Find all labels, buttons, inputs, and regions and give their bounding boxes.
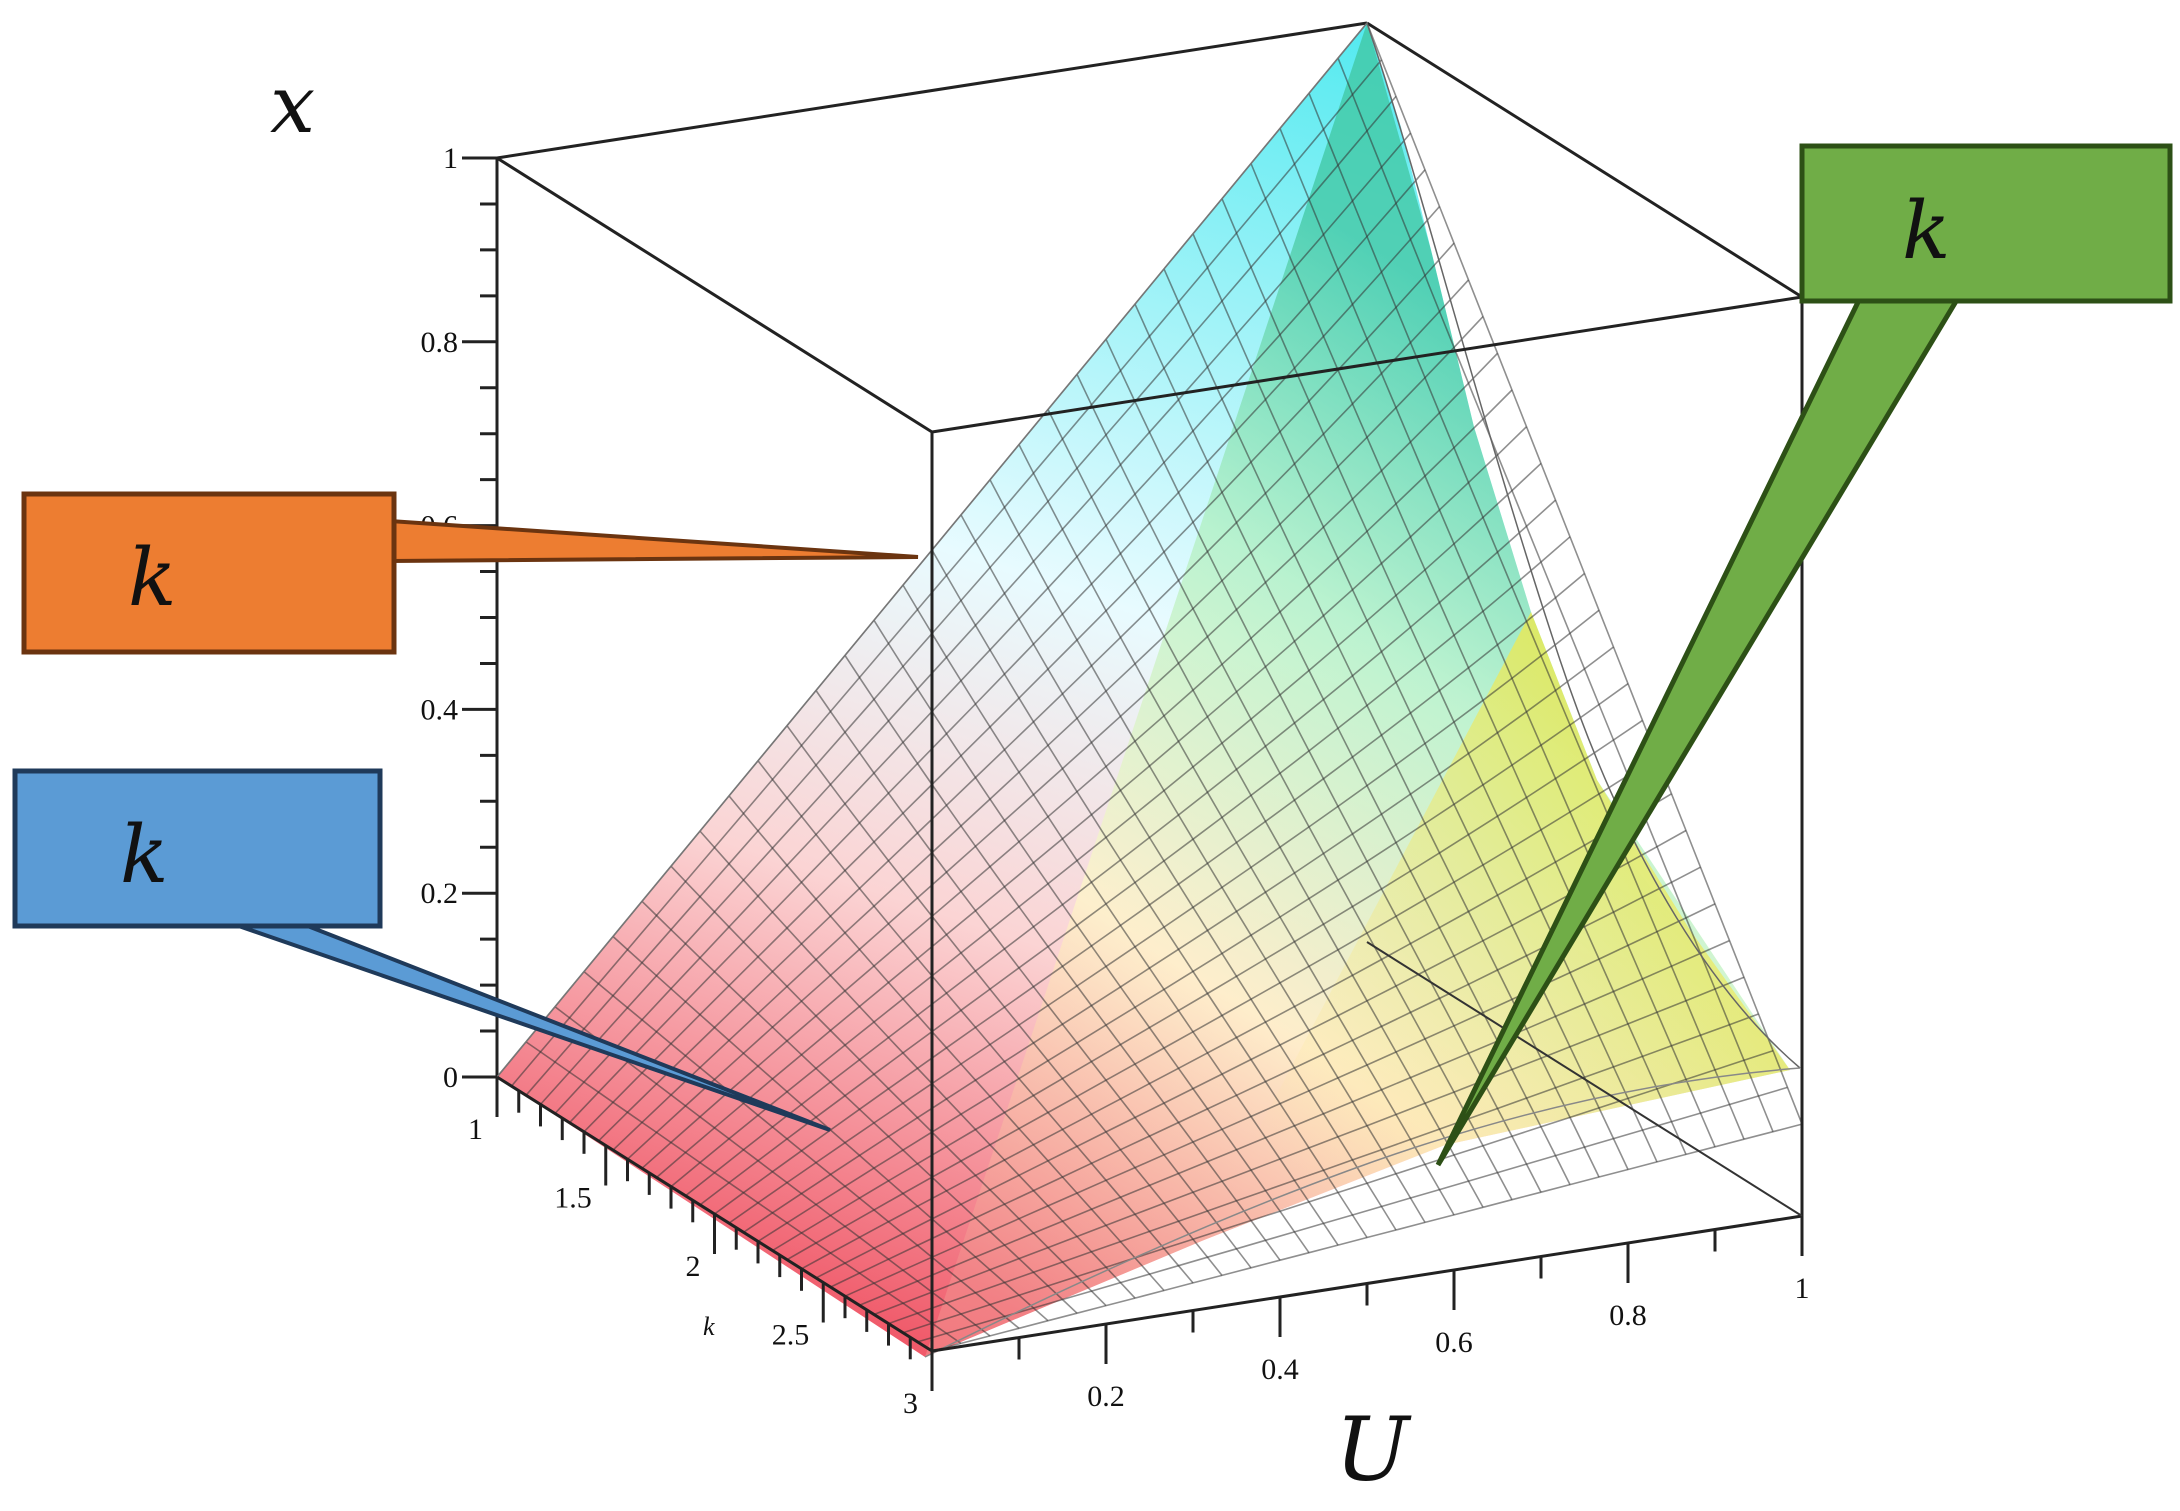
mesh-line-u (1250, 163, 1687, 1155)
mesh-line-u (1308, 93, 1745, 1140)
mesh-line-u (902, 584, 1339, 1246)
mesh-line-u (873, 619, 1310, 1254)
mesh-line-u (931, 549, 1368, 1238)
surface-edge-u1 (1366, 22, 1801, 1069)
k-tick-label: 1.5 (554, 1182, 592, 1215)
callout-orange-box (21, 491, 397, 655)
surface (496, 22, 1803, 1358)
u-tick-label: 0.4 (1261, 1353, 1299, 1386)
mesh-line-u (670, 865, 1107, 1307)
mesh-line-u (641, 900, 1078, 1314)
callout-orange-label: k (128, 531, 176, 624)
surface-edge-k3 (924, 1067, 1801, 1358)
surface-face-yellow (1200, 612, 1790, 1240)
u-axis-label: U (1335, 1398, 1412, 1501)
z-tick-label: 1 (443, 142, 458, 175)
mesh-line-u (699, 830, 1136, 1299)
mesh-line-u (757, 760, 1194, 1284)
mesh-line-u (1076, 373, 1513, 1201)
u-tick-label: 0.2 (1087, 1380, 1125, 1413)
z-tick-label: 0.8 (421, 326, 459, 359)
callout-green-box (1799, 143, 2173, 304)
mesh-line-u (786, 725, 1223, 1276)
u-tick-label: 0.6 (1435, 1326, 1473, 1359)
mesh-line-u (1047, 409, 1484, 1208)
mesh-line-u (1366, 22, 1803, 1125)
u-axis-ticks: 0.2 0.4 0.6 0.8 1 (930, 1216, 1810, 1413)
callout-green-label: k (1902, 184, 1950, 277)
plot-box-front-edges (496, 156, 1804, 1353)
mesh-line-u (1105, 338, 1542, 1193)
z-tick-label: 0 (443, 1061, 458, 1094)
mesh-line-u (989, 479, 1426, 1223)
mesh-line-u (1279, 128, 1716, 1148)
mesh-line-u (728, 795, 1165, 1292)
callout-green: k (1435, 143, 2173, 1167)
mesh-line-u (1018, 444, 1455, 1216)
mesh-line-u (1221, 198, 1658, 1163)
k-tick-label: 3 (903, 1387, 918, 1420)
callout-orange: k (21, 491, 919, 655)
k-tick-label: 2 (686, 1250, 701, 1283)
mesh-line-u (525, 1041, 962, 1345)
z-axis-ticks: 00.20.40.60.81 (421, 142, 497, 1094)
mesh-line-u (612, 935, 1049, 1322)
mesh-line-u (960, 514, 1397, 1231)
z-tick-label: 0.4 (421, 693, 459, 726)
z-tick-label: 0.2 (421, 877, 459, 910)
callout-orange-pointer (388, 518, 919, 564)
mesh-line-u (815, 690, 1252, 1269)
mesh-line-u (844, 654, 1281, 1261)
u-tick-label: 0.8 (1609, 1299, 1647, 1332)
z-axis-label: x (270, 58, 315, 151)
mesh-line-u (1163, 268, 1600, 1178)
mesh-line-u (583, 970, 1020, 1329)
mesh-line-u (1192, 233, 1629, 1170)
k-axis-ticks: 1 1.5 2 2.5 3 (468, 1077, 934, 1420)
k-tick-label: 1 (468, 1113, 483, 1146)
k-tick-label: 2.5 (772, 1319, 810, 1352)
callout-blue-label: k (120, 808, 168, 901)
k-axis-label: k (703, 1312, 715, 1341)
callout-blue: k (12, 768, 831, 1132)
u-tick-label: 1 (1795, 1272, 1810, 1305)
callout-blue-box (12, 768, 383, 929)
